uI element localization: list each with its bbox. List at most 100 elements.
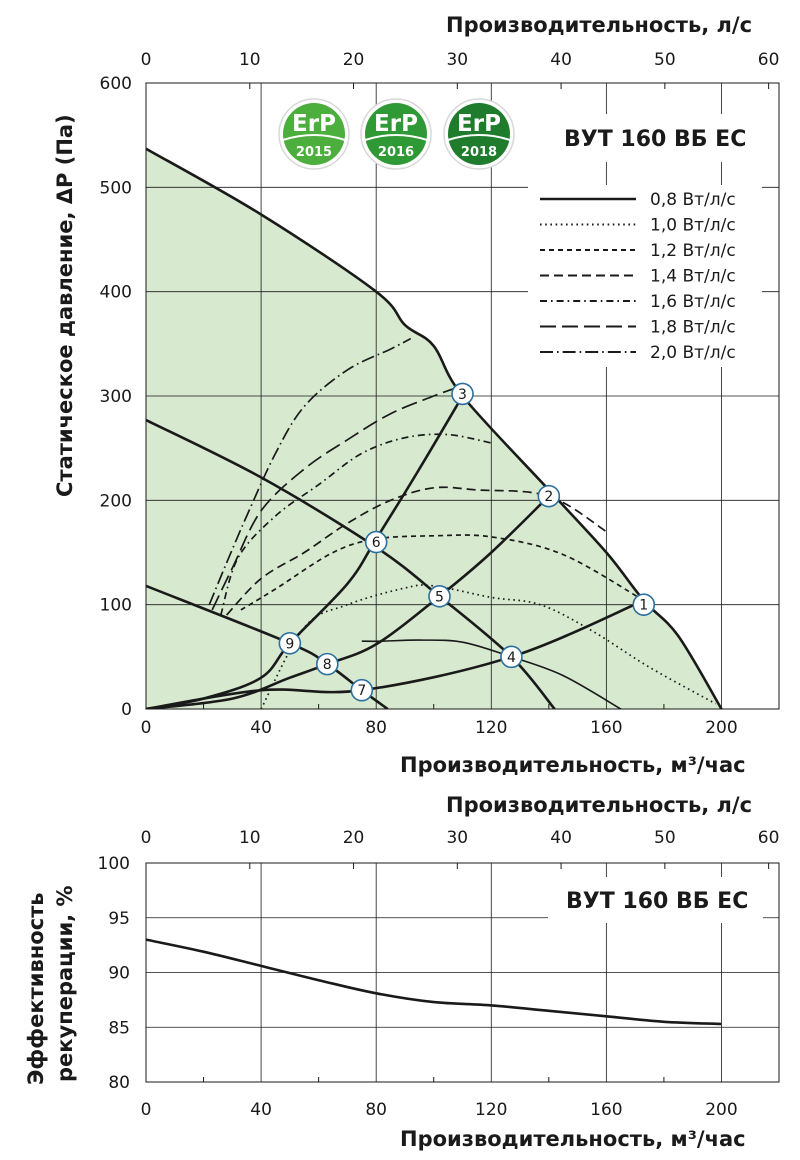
legend-label: 1,8 Вт/л/с [650,318,736,338]
marker-label: 4 [507,650,516,666]
legend-label: 0,8 Вт/л/с [650,190,736,210]
legend-entry: 0,8 Вт/л/с [540,190,736,210]
legend-label: 1,4 Вт/л/с [650,267,736,287]
y-tick-label: 0 [121,700,132,720]
erp-badge-year: 2015 [296,145,332,160]
erp-badges: ErP 2015 ErP 2016 ErP 2018 [278,98,515,170]
y-tick-label: 80 [108,1073,130,1093]
operating-point-marker: 4 [500,645,523,669]
operating-point-marker: 6 [364,530,388,554]
efficiency-chart: 0 40 80 120 160 200 0 10 20 30 40 50 60 80 85 90 95 100 П… [24,793,780,1151]
x-tick-label: 40 [250,718,272,738]
marker-label: 3 [458,387,467,403]
y-tick-label: 85 [108,1018,130,1038]
marker-circle [278,631,302,655]
x2-tick-label: 30 [446,50,468,70]
x-tick-label: 160 [590,718,622,738]
marker-label: 2 [544,489,553,505]
operating-point-marker: 1 [632,593,656,616]
specific-power-curve [260,584,717,709]
marker-circle [500,645,523,669]
marker-label: 6 [372,535,381,551]
marker-circle [537,484,561,508]
x2-tick-label: 30 [446,828,468,848]
erp-badge-year: 2018 [461,145,497,160]
y-tick-label: 100 [100,596,132,616]
y-tick-label: 300 [100,387,132,407]
legend-label: 1,2 Вт/л/с [650,241,736,261]
marker-circle [364,530,388,554]
x2-tick-label: 20 [343,50,365,70]
x2-tick-label: 10 [239,828,261,848]
legend-label: 1,6 Вт/л/с [650,292,736,312]
erp-badge: ErP 2015 [278,98,350,170]
x-tick-label: 40 [250,1100,272,1120]
legend-entry: 1,2 Вт/л/с [540,241,736,261]
legend-label: 2,0 Вт/л/с [650,343,736,363]
pressure-y-axis-title: Статическое давление, ΔP (Па) [53,114,77,497]
operating-point-markers: 1 2 3 4 5 6 7 8 9 [278,382,656,702]
efficiency-x2-axis-title: Производительность, л/с [446,793,752,817]
legend-entry: 2,0 Вт/л/с [540,343,736,363]
y-tick-label: 90 [108,964,130,984]
marker-circle [428,585,451,608]
x2-tick-label: 40 [550,828,572,848]
system-curve [361,639,622,709]
x2-tick-label: 60 [758,50,780,70]
system-curve [146,395,464,709]
efficiency-tick-labels: 0 40 80 120 160 200 0 10 20 30 40 50 60 80 85 90 95 100 [98,828,780,1120]
efficiency-y-axis-title-line1: Эффективность [24,892,48,1085]
operating-point-marker: 9 [278,631,302,655]
y-tick-label: 400 [100,283,132,303]
erp-badge-swoosh [282,134,346,141]
x2-tick-label: 10 [239,50,261,70]
marker-label: 8 [323,657,332,673]
y-tick-label: 500 [100,178,132,198]
x-tick-label: 120 [475,718,507,738]
x-tick-label: 0 [141,718,152,738]
x-tick-label: 160 [590,1100,622,1120]
marker-circle [632,593,656,616]
marker-circle [350,678,374,702]
marker-label: 5 [435,589,444,605]
legend-box [528,185,762,367]
x-tick-label: 80 [365,1100,387,1120]
x2-tick-label: 0 [141,828,152,848]
x2-tick-label: 0 [141,50,152,70]
erp-badge-swoosh [364,134,428,141]
marker-circle [451,382,474,406]
marker-label: 1 [639,598,648,614]
specific-power-curve [211,384,463,611]
x-tick-label: 120 [475,1100,507,1120]
marker-circle [315,652,339,676]
marker-label: 7 [357,683,366,699]
x-tick-label: 80 [365,718,387,738]
erp-badge-year: 2016 [378,145,414,160]
pressure-x2-axis-title: Производительность, л/с [446,13,752,37]
x2-tick-label: 60 [758,828,780,848]
efficiency-model-label: ВУТ 160 ВБ ЕС [566,889,748,914]
operating-point-marker: 3 [451,382,474,406]
erp-badge-title: ErP [457,111,501,137]
operating-point-marker: 8 [315,652,339,676]
legend-entry: 1,6 Вт/л/с [540,292,736,312]
legend-entry: 1,8 Вт/л/с [540,318,736,338]
x-tick-label: 0 [141,1100,152,1120]
erp-badge-title: ErP [292,111,336,137]
specific-power-curve [225,486,607,616]
legend-entry: 1,4 Вт/л/с [540,267,736,287]
pressure-plot-frame [145,82,780,710]
efficiency-y-axis-title-line2: рекуперации, % [53,886,77,1083]
specific-power-curve [208,337,412,606]
efficiency-curves [146,938,722,1026]
system-curve [146,495,550,709]
y-tick-label: 95 [108,909,130,929]
erp-badge: ErP 2016 [360,98,432,170]
y-tick-label: 100 [98,854,130,874]
y-tick-label: 600 [100,74,132,94]
operating-point-marker: 2 [537,484,561,508]
efficiency-curve [146,938,722,1026]
marker-label: 9 [285,636,294,652]
